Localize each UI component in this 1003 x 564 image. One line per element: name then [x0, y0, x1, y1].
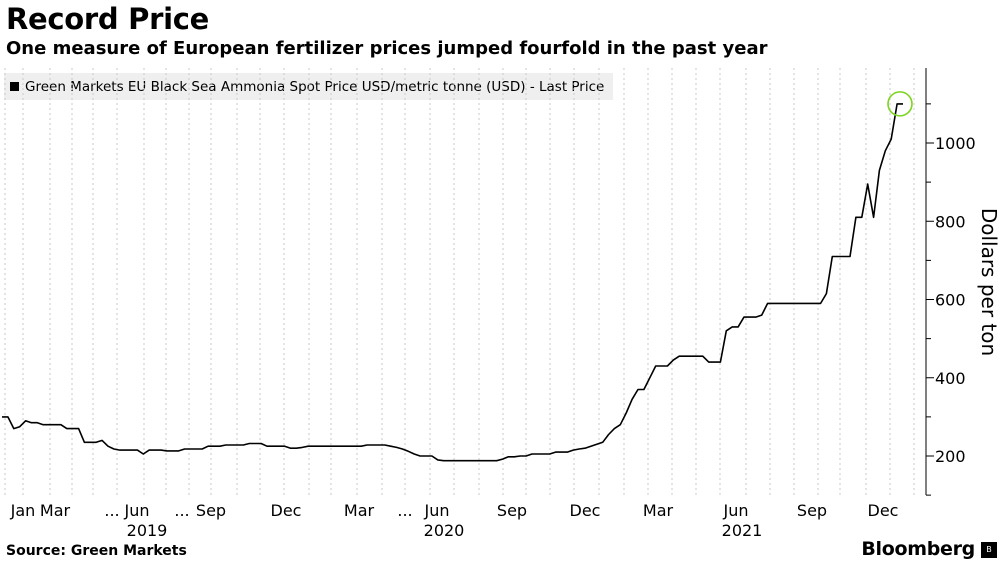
- x-tick-label-1: Mar: [40, 501, 71, 520]
- x-tick-label-8: ...: [397, 501, 412, 520]
- x-tick-label-0: Jan: [10, 501, 36, 520]
- bloomberg-logo: Bloomberg: [861, 538, 975, 560]
- x-tick-label-7: Mar: [344, 501, 375, 520]
- x-tick-label-11: Dec: [570, 501, 601, 520]
- x-tick-label-13: Jun: [723, 501, 749, 520]
- x-axis-labels: Jan Mar... Jun... Sep Dec Mar... Jun Sep Dec Mar J…: [10, 501, 899, 540]
- y-tick-label-400: 400: [935, 369, 966, 388]
- x-tick-label-10: Sep: [497, 501, 527, 520]
- x-tick-label-15: Dec: [868, 501, 899, 520]
- bloomberg-icon: B: [981, 542, 997, 558]
- x-year-label-2019: 2019: [127, 521, 168, 540]
- x-tick-label-14: Sep: [797, 501, 827, 520]
- legend-swatch: [10, 82, 19, 91]
- source-note: Source: Green Markets: [6, 543, 187, 559]
- x-tick-label-9: Jun: [424, 501, 450, 520]
- chart-title: Record Price: [6, 2, 210, 36]
- y-tick-label-200: 200: [935, 447, 966, 466]
- x-year-label-2021: 2021: [722, 521, 763, 540]
- x-tick-label-3: Jun: [124, 501, 150, 520]
- y-axis-label: Dollars per ton: [977, 208, 1001, 356]
- vertical-gridlines: [4, 68, 915, 495]
- last-price-marker: [887, 91, 913, 117]
- legend: Green Markets EU Black Sea Ammonia Spot …: [4, 73, 614, 100]
- x-tick-label-12: Mar: [643, 501, 674, 520]
- x-tick-label-6: Dec: [271, 501, 302, 520]
- x-tick-label-2: ...: [104, 501, 119, 520]
- series-line: [2, 103, 903, 462]
- legend-label: Green Markets EU Black Sea Ammonia Spot …: [25, 78, 605, 95]
- y-axis: 200 400 600 800 1000: [925, 68, 976, 496]
- chart-subtitle: One measure of European fertilizer price…: [6, 38, 768, 59]
- x-tick-label-4: ...: [174, 501, 189, 520]
- y-tick-label-1000: 1000: [935, 134, 976, 153]
- x-year-label-2020: 2020: [424, 521, 465, 540]
- y-tick-label-800: 800: [935, 212, 966, 231]
- x-tick-label-5: Sep: [196, 501, 226, 520]
- y-tick-label-600: 600: [935, 291, 966, 310]
